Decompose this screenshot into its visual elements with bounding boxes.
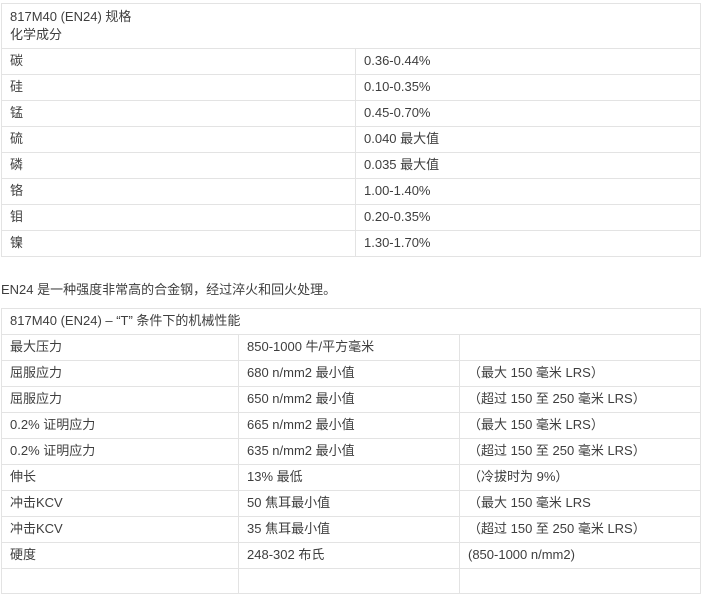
element-name-cell: 铬: [1, 178, 356, 205]
value-cell: 650 n/mm2 最小值: [238, 386, 460, 413]
spec-table-title: 817M40 (EN24) 规格: [10, 9, 132, 24]
table-row: 锰 0.45-0.70%: [1, 100, 701, 127]
element-name-cell: 钼: [1, 204, 356, 231]
element-value-cell: 1.00-1.40%: [355, 178, 701, 205]
property-cell: 冲击KCV: [1, 516, 239, 543]
value-cell: 680 n/mm2 最小值: [238, 360, 460, 387]
table-row: 0.2% 证明应力 635 n/mm2 最小值 （超过 150 至 250 毫米…: [1, 438, 701, 465]
element-value-cell: 0.10-0.35%: [355, 74, 701, 101]
element-value-cell: 0.035 最大值: [355, 152, 701, 179]
table-row: 0.2% 证明应力 665 n/mm2 最小值 （最大 150 毫米 LRS）: [1, 412, 701, 439]
value-cell: 665 n/mm2 最小值: [238, 412, 460, 439]
note-cell: （最大 150 毫米 LRS）: [459, 412, 701, 439]
element-value-cell: 0.45-0.70%: [355, 100, 701, 127]
value-cell: 35 焦耳最小值: [238, 516, 460, 543]
note-cell: [459, 334, 701, 361]
description-text: EN24 是一种强度非常高的合金钢，经过淬火和回火处理。: [1, 282, 337, 297]
property-cell: [1, 568, 239, 594]
property-cell: 冲击KCV: [1, 490, 239, 517]
mech-table-header-row: 817M40 (EN24) – “T” 条件下的机械性能: [1, 308, 701, 335]
value-cell: 248-302 布氏: [238, 542, 460, 569]
note-cell: （超过 150 至 250 毫米 LRS）: [459, 516, 701, 543]
note-cell: (850-1000 n/mm2): [459, 542, 701, 569]
table-row: 碳 0.36-0.44%: [1, 48, 701, 75]
spec-table-header-cell: 817M40 (EN24) 规格 化学成分: [1, 3, 701, 49]
mechanical-properties-table: 817M40 (EN24) – “T” 条件下的机械性能 最大压力 850-10…: [1, 308, 701, 594]
property-cell: 0.2% 证明应力: [1, 438, 239, 465]
property-cell: 伸长: [1, 464, 239, 491]
element-value-cell: 0.20-0.35%: [355, 204, 701, 231]
table-row: 屈服应力 680 n/mm2 最小值 （最大 150 毫米 LRS）: [1, 360, 701, 387]
table-row: 钼 0.20-0.35%: [1, 204, 701, 231]
table-row: 最大压力 850-1000 牛/平方毫米: [1, 334, 701, 361]
note-cell: （超过 150 至 250 毫米 LRS）: [459, 438, 701, 465]
mech-table-title: 817M40 (EN24) – “T” 条件下的机械性能: [1, 308, 701, 335]
property-cell: 最大压力: [1, 334, 239, 361]
element-value-cell: 0.040 最大值: [355, 126, 701, 153]
table-row: 磷 0.035 最大值: [1, 152, 701, 179]
value-cell: 13% 最低: [238, 464, 460, 491]
value-cell: 850-1000 牛/平方毫米: [238, 334, 460, 361]
spec-table-header-row: 817M40 (EN24) 规格 化学成分: [1, 3, 701, 49]
property-cell: 硬度: [1, 542, 239, 569]
element-name-cell: 镍: [1, 230, 356, 257]
table-row: 硬度 248-302 布氏 (850-1000 n/mm2): [1, 542, 701, 569]
table-row-empty: [1, 568, 701, 594]
table-row: 冲击KCV 35 焦耳最小值 （超过 150 至 250 毫米 LRS）: [1, 516, 701, 543]
value-cell: [238, 568, 460, 594]
table-row: 镍 1.30-1.70%: [1, 230, 701, 257]
table-row: 铬 1.00-1.40%: [1, 178, 701, 205]
element-name-cell: 碳: [1, 48, 356, 75]
element-name-cell: 硅: [1, 74, 356, 101]
note-cell: （最大 150 毫米 LRS）: [459, 360, 701, 387]
table-row: 伸长 13% 最低 （冷拔时为 9%）: [1, 464, 701, 491]
note-cell: （超过 150 至 250 毫米 LRS）: [459, 386, 701, 413]
note-cell: （最大 150 毫米 LRS: [459, 490, 701, 517]
element-name-cell: 磷: [1, 152, 356, 179]
property-cell: 0.2% 证明应力: [1, 412, 239, 439]
table-row: 冲击KCV 50 焦耳最小值 （最大 150 毫米 LRS: [1, 490, 701, 517]
chemical-composition-table: 817M40 (EN24) 规格 化学成分 碳 0.36-0.44% 硅 0.1…: [1, 3, 701, 257]
element-name-cell: 硫: [1, 126, 356, 153]
value-cell: 635 n/mm2 最小值: [238, 438, 460, 465]
element-value-cell: 0.36-0.44%: [355, 48, 701, 75]
table-row: 硅 0.10-0.35%: [1, 74, 701, 101]
note-cell: [459, 568, 701, 594]
property-cell: 屈服应力: [1, 386, 239, 413]
property-cell: 屈服应力: [1, 360, 239, 387]
note-cell: （冷拔时为 9%）: [459, 464, 701, 491]
value-cell: 50 焦耳最小值: [238, 490, 460, 517]
spec-table-subtitle: 化学成分: [10, 27, 63, 42]
element-name-cell: 锰: [1, 100, 356, 127]
element-value-cell: 1.30-1.70%: [355, 230, 701, 257]
table-row: 屈服应力 650 n/mm2 最小值 （超过 150 至 250 毫米 LRS）: [1, 386, 701, 413]
table-row: 硫 0.040 最大值: [1, 126, 701, 153]
